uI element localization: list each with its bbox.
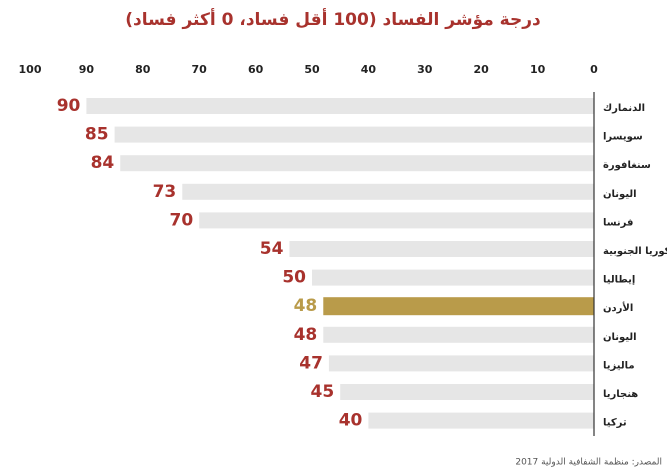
category-label: سنغافورة xyxy=(603,160,651,171)
data-label: 70 xyxy=(170,210,194,230)
bar xyxy=(312,269,594,286)
data-label: 90 xyxy=(57,96,81,116)
bar xyxy=(328,355,594,372)
x-tick-label: 0 xyxy=(590,63,598,76)
bar xyxy=(86,98,595,114)
bar xyxy=(340,384,594,400)
data-label: 85 xyxy=(85,125,109,145)
category-label: كوريا الجنوبية xyxy=(603,246,667,257)
data-label: 47 xyxy=(299,353,323,373)
bar xyxy=(120,155,595,172)
data-label: 40 xyxy=(339,411,363,431)
x-tick-label: 40 xyxy=(361,63,377,76)
data-label: 45 xyxy=(311,382,335,402)
category-label: اليونان xyxy=(603,189,637,200)
bar xyxy=(323,297,594,316)
bar xyxy=(182,183,594,200)
x-tick-label: 100 xyxy=(19,63,42,76)
data-label: 84 xyxy=(91,153,115,173)
x-tick-label: 10 xyxy=(530,63,546,76)
category-label: ماليزيا xyxy=(603,360,635,371)
category-label: هنجاريا xyxy=(603,389,638,400)
bar xyxy=(114,126,594,143)
data-label: 54 xyxy=(260,239,284,259)
x-tick-label: 30 xyxy=(417,63,433,76)
category-label: فرنسا xyxy=(603,217,633,228)
bar xyxy=(368,412,594,429)
data-label: 48 xyxy=(294,296,318,316)
x-tick-label: 70 xyxy=(192,63,208,76)
source: المصدر: منظمة الشفافية الدولية 2017 xyxy=(515,458,662,468)
category-label: تركيا xyxy=(603,418,627,429)
bar xyxy=(323,326,594,343)
x-tick-label: 20 xyxy=(474,63,490,76)
data-label: 73 xyxy=(153,182,177,202)
category-label: الدنمارك xyxy=(603,103,645,114)
bar xyxy=(199,212,594,229)
chart-title: درجة مؤشر الفساد (100 أقل فساد، 0 أكثر ف… xyxy=(125,8,541,30)
category-label: إيطاليا xyxy=(603,275,635,286)
x-tick-label: 50 xyxy=(304,63,320,76)
data-label: 48 xyxy=(294,325,318,345)
category-label: سويسرا xyxy=(603,132,643,143)
x-tick-label: 80 xyxy=(135,63,151,76)
bar xyxy=(289,241,594,257)
category-label: الأردن xyxy=(603,301,633,314)
x-tick-label: 60 xyxy=(248,63,264,76)
category-label: اليونان xyxy=(603,332,637,343)
data-label: 50 xyxy=(282,268,306,288)
x-tick-label: 90 xyxy=(79,63,95,76)
